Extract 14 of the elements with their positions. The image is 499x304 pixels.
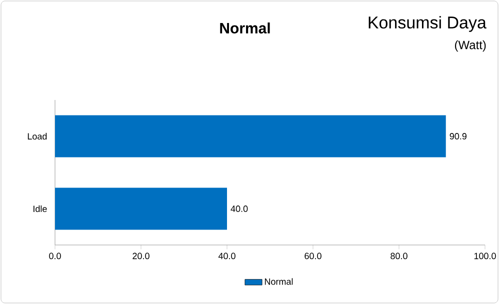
- x-tick-label: 40.0: [218, 252, 236, 260]
- text: (Watt): [454, 40, 486, 52]
- x-tick-label: 0.0: [49, 252, 61, 260]
- x-tick-label: 60.0: [304, 252, 322, 260]
- chart-title: Normal: [220, 22, 270, 34]
- x-tick-label: 100.0: [474, 252, 496, 260]
- x-tick-label: 80.0: [390, 252, 408, 260]
- y-tick-label: Idle: [34, 205, 47, 212]
- data-label: 90.9: [450, 133, 466, 140]
- legend-label: Normal: [264, 278, 293, 285]
- chart-subtitle: Konsumsi Daya: [368, 16, 486, 32]
- y-tick-label: Load: [28, 132, 47, 140]
- data-label: 40.0: [230, 206, 248, 212]
- x-tick-label: 20.0: [132, 252, 150, 260]
